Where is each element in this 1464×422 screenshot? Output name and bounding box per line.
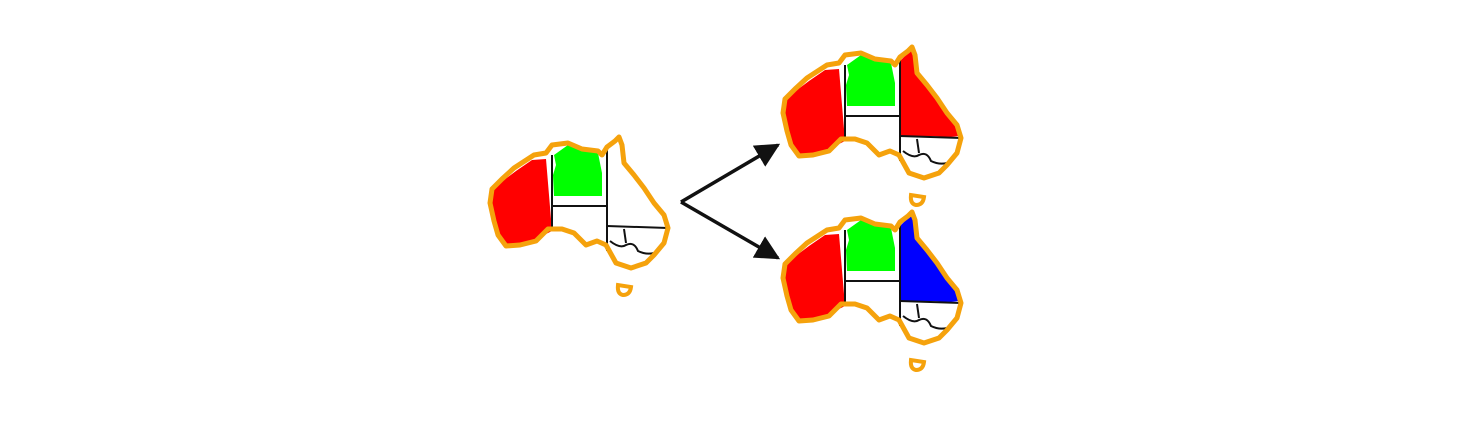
initial-map	[486, 133, 676, 303]
australia-map	[780, 44, 964, 208]
region-tasmania	[908, 357, 927, 373]
state-border	[902, 150, 948, 165]
upper-branch-map	[779, 43, 969, 213]
state-border	[899, 300, 962, 304]
lower-branch-map	[779, 208, 969, 378]
region-queensland	[900, 215, 959, 302]
region-western-australia	[785, 69, 845, 156]
region-northern-territory	[846, 220, 895, 271]
state-border	[899, 135, 962, 139]
region-queensland	[900, 50, 959, 137]
state-border	[609, 240, 655, 255]
arrow-to-upper-branch	[680, 143, 781, 204]
state-border	[916, 303, 920, 319]
coastline	[780, 209, 964, 346]
region-western-australia	[492, 159, 552, 246]
state-border	[902, 315, 948, 330]
australia-map	[780, 209, 964, 373]
state-border	[606, 225, 669, 229]
region-western-australia	[785, 234, 845, 321]
region-tasmania	[908, 192, 927, 208]
state-border	[623, 228, 627, 244]
coastline	[780, 44, 964, 181]
region-northern-territory	[846, 55, 895, 106]
australia-map	[487, 134, 671, 298]
state-border	[916, 138, 920, 154]
arrow-to-lower-branch	[680, 200, 781, 260]
region-northern-territory	[553, 145, 602, 196]
region-tasmania	[615, 282, 634, 298]
region-queensland	[607, 140, 666, 227]
coastline	[487, 134, 671, 271]
